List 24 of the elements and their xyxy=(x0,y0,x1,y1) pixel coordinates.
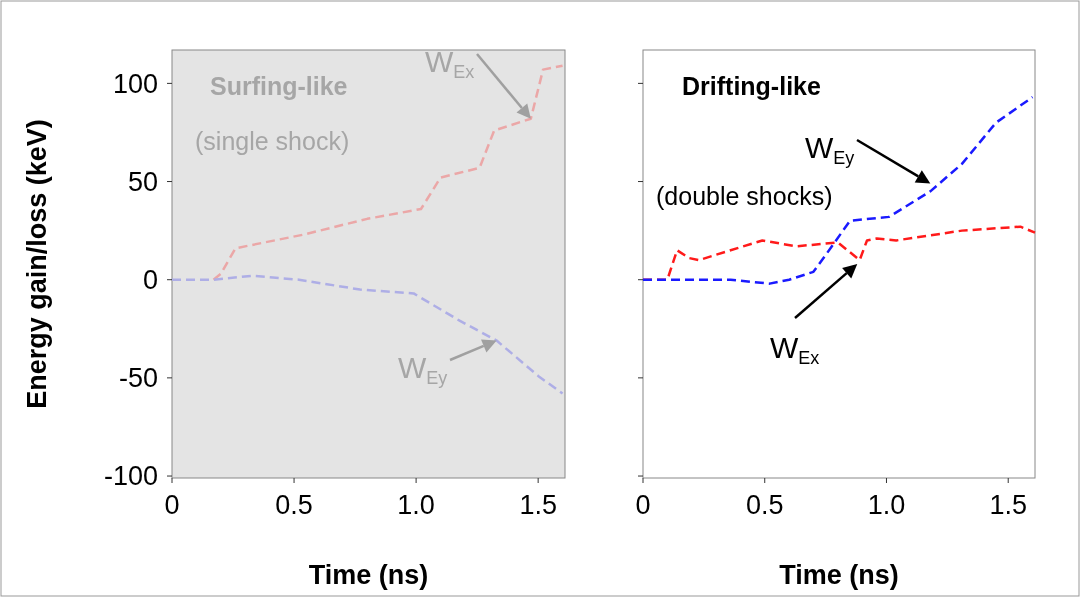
x-tick-label: 1.5 xyxy=(519,490,557,520)
x-tick-label: 0 xyxy=(635,490,651,520)
y-axis-title: Energy gain/loss (keV) xyxy=(22,119,52,409)
x-axis-title: Time (ns) xyxy=(779,560,899,590)
y-tick-label: 0 xyxy=(142,265,158,296)
text: (single shock) xyxy=(195,127,350,155)
x-tick-label: 1.5 xyxy=(989,490,1027,520)
x-tick-label: 1.0 xyxy=(397,490,435,520)
x-tick-label: 1.0 xyxy=(867,490,906,520)
annotation: W$_{Ey}$ xyxy=(398,351,448,389)
y-tick-label: -50 xyxy=(118,363,158,394)
x-axis-title: Time (ns) xyxy=(308,560,429,590)
text: (double shocks) xyxy=(656,182,833,210)
x-tick-label: 0.5 xyxy=(275,490,313,520)
annotation: W$_{Ey}$ xyxy=(805,131,855,169)
annotation: W$_{Ex}$ xyxy=(770,331,820,369)
x-tick-label: 0 xyxy=(164,490,180,520)
x-tick-label: 0.5 xyxy=(745,490,784,520)
text: Drifting-like xyxy=(682,72,821,100)
y-tick-label: -100 xyxy=(103,461,158,492)
text: Surfing-like xyxy=(210,72,348,100)
annotation: W$_{Ex}$ xyxy=(425,45,475,83)
y-tick-label: 50 xyxy=(127,166,158,197)
y-tick-label: 100 xyxy=(112,68,158,99)
